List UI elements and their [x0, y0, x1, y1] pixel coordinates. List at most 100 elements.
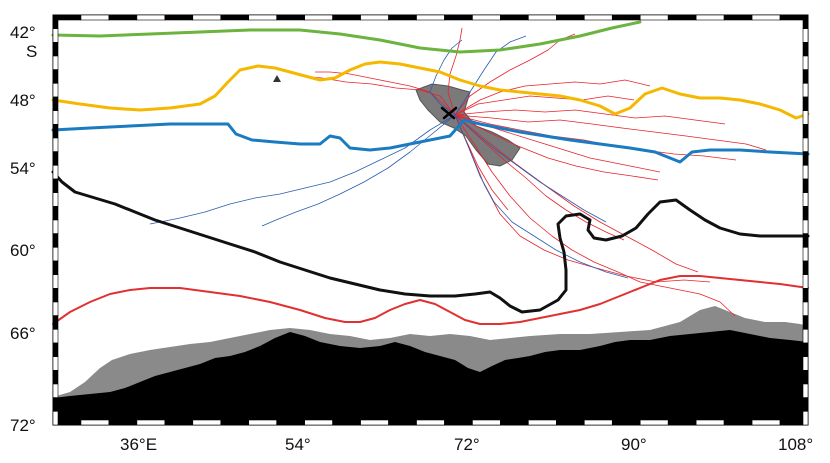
frame-segment: [802, 55, 809, 70]
frame-segment: [52, 178, 59, 193]
frame-segment: [751, 419, 781, 426]
lon-label-54: 54°: [285, 435, 311, 454]
frame-segment: [802, 124, 809, 139]
frame-segment: [639, 419, 669, 426]
frame-segment: [444, 14, 473, 21]
frame-segment: [802, 14, 809, 29]
frame-segment: [52, 233, 59, 248]
frame-segment: [52, 397, 59, 412]
frame-segment: [556, 419, 585, 426]
frame-segment: [723, 419, 753, 426]
lat-label-48: 48°: [10, 91, 36, 110]
frame-segment: [611, 419, 641, 426]
frame-segment: [304, 14, 333, 21]
frame-segment: [52, 28, 59, 43]
lat-label-54: 54°: [10, 159, 36, 178]
track-red: [454, 114, 767, 151]
frame-segment: [52, 329, 59, 344]
lon-label-36e: 36°E: [120, 435, 157, 454]
front-green-line: [51, 20, 642, 54]
track-blue: [149, 114, 456, 225]
frame-segment: [802, 206, 809, 221]
frame-segment: [802, 110, 809, 125]
track-red: [447, 27, 463, 116]
frame-segment: [220, 419, 250, 426]
frame-segment: [500, 14, 529, 21]
frame-segment: [802, 301, 809, 316]
frame-segment: [108, 419, 138, 426]
frame-segment: [802, 96, 809, 111]
frame-segment: [472, 14, 501, 21]
antarctica-land: [53, 330, 808, 425]
lat-label-s: S: [26, 42, 37, 61]
frame-segment: [52, 288, 59, 303]
track-red: [454, 114, 641, 283]
longitude-labels: 36°E 54° 72° 90° 108°: [120, 435, 813, 454]
frame-segment: [802, 397, 809, 412]
frame-segment: [667, 14, 697, 21]
frame-segment: [802, 356, 809, 371]
frame-segment: [802, 342, 809, 357]
frame-segment: [583, 419, 613, 426]
track-red: [454, 114, 659, 181]
frame-segment: [164, 419, 194, 426]
lat-label-42: 42°: [10, 23, 36, 42]
frame-segment: [802, 137, 809, 152]
track-blue: [454, 114, 607, 223]
frame-segment: [802, 69, 809, 84]
latitude-labels: 42° S 48° 54° 60° 66° 72°: [10, 23, 37, 435]
track-red: [454, 109, 726, 125]
frame-segment: [639, 14, 669, 21]
frame-segment: [802, 42, 809, 57]
frame-segment: [108, 14, 138, 21]
frame-segment: [802, 370, 809, 385]
frame-segment: [80, 419, 110, 426]
lat-label-60: 60°: [10, 241, 36, 260]
frame-segment: [52, 383, 59, 398]
frame-segment: [276, 419, 305, 426]
front-black-line: [51, 170, 810, 314]
front-blue-line: [51, 118, 810, 164]
frame-segment: [304, 419, 333, 426]
frame-segment: [802, 233, 809, 248]
frame-segment: [52, 83, 59, 98]
frame-segment: [695, 14, 725, 21]
frame-segment: [164, 14, 194, 21]
track-blue: [454, 35, 527, 116]
frame-segment: [52, 260, 59, 275]
track-blue: [429, 39, 463, 116]
frame-segment: [802, 288, 809, 303]
frame-segment: [192, 14, 222, 21]
frame-segment: [52, 370, 59, 385]
frame-segment: [52, 96, 59, 111]
frame-segment: [802, 383, 809, 398]
frame-segment: [52, 42, 59, 57]
frame-segment: [611, 14, 641, 21]
frame-segment: [416, 14, 445, 21]
frame-segment: [500, 419, 529, 426]
lon-label-90: 90°: [621, 435, 647, 454]
frame-segment: [332, 14, 361, 21]
frame-segment: [695, 419, 725, 426]
lat-label-66: 66°: [10, 324, 36, 343]
triangle-marker: [273, 75, 281, 82]
frame-segment: [528, 419, 557, 426]
frame-segment: [556, 14, 585, 21]
frame-segment: [802, 28, 809, 43]
frame-segment: [802, 329, 809, 344]
frame-segment: [360, 14, 389, 21]
frame-segment: [52, 69, 59, 84]
frame-segment: [416, 419, 445, 426]
track-red: [454, 114, 699, 273]
front-orange-line: [51, 60, 810, 120]
frame-segment: [52, 356, 59, 371]
track-red: [454, 79, 651, 116]
frame-segment: [667, 419, 697, 426]
frame-segment: [802, 260, 809, 275]
frame-segment: [136, 419, 166, 426]
frame-segment: [136, 14, 166, 21]
frame-segment: [802, 411, 809, 426]
track-red: [454, 95, 635, 116]
frame-segment: [444, 419, 473, 426]
